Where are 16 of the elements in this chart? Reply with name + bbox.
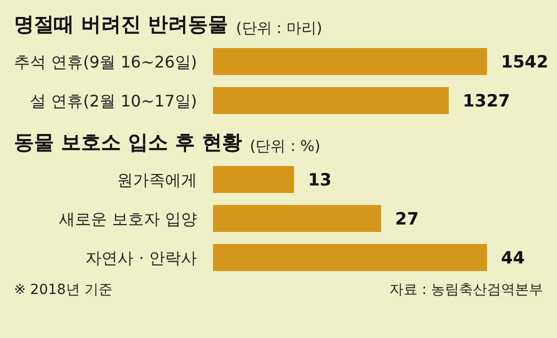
y-tick-label: 새로운 보호자 입양: [58, 210, 197, 228]
text: ※ 2018년 기준: [14, 281, 112, 299]
chart-subtitle: (단위 : 마리): [236, 19, 322, 38]
data-label: 13: [308, 170, 332, 191]
y-tick-label: 원가족에게: [117, 170, 197, 190]
chart-title: 동물 보호소 입소 후 현황: [14, 129, 242, 156]
chart-title: 명절때 버려진 반려동물: [14, 11, 228, 38]
y-tick-label: 설 연휴(2월 10~17일): [30, 92, 197, 110]
y-tick-label: 자연사 · 안락사: [86, 248, 197, 268]
data-label: 27: [395, 210, 419, 230]
text: 자료 : 농림축산검역본부: [389, 281, 543, 299]
data-label: 1327: [462, 92, 510, 112]
chart-subtitle: (단위 : %): [250, 137, 320, 156]
data-label: 44: [501, 248, 525, 269]
y-tick-label: 추석 연휴(9월 16~26일): [14, 52, 197, 72]
data-label: 1542: [501, 52, 548, 73]
